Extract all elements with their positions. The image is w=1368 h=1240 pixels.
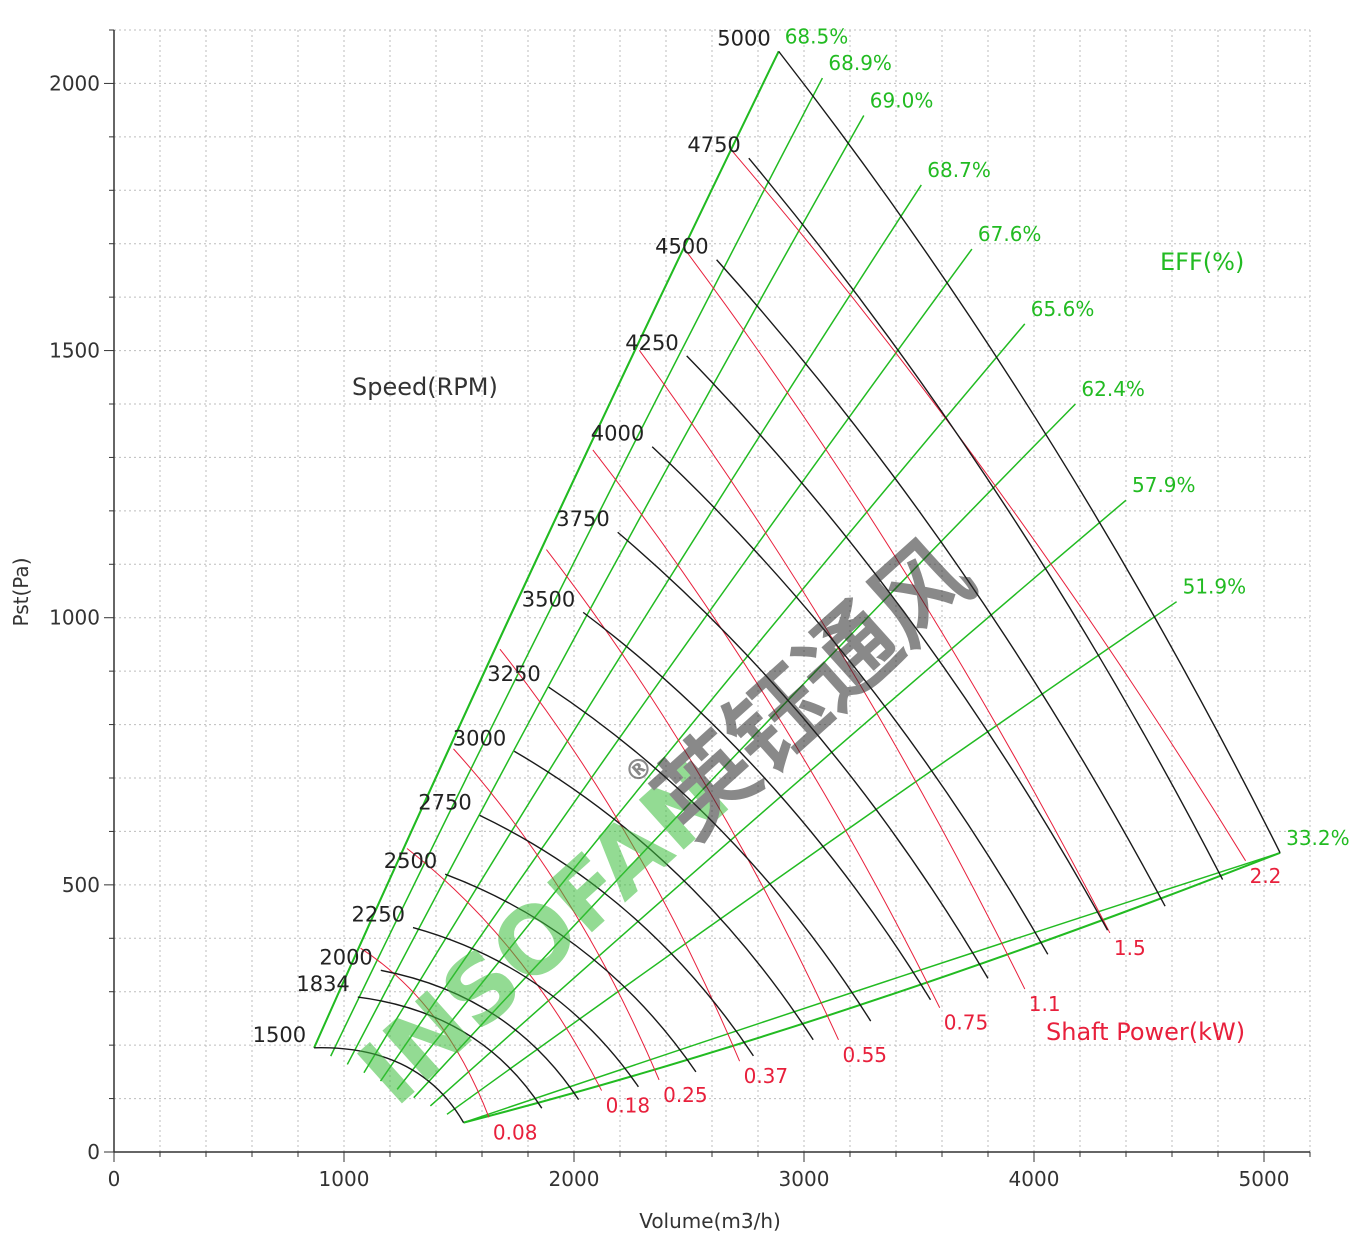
efficiency-line (313, 51, 780, 1049)
efficiency-line (346, 115, 865, 1065)
speed-curve (748, 157, 1224, 880)
y-tick-label: 2000 (49, 71, 100, 95)
power-curve (546, 549, 839, 1041)
axes: 0 1000 2000 3000 4000 5000 0 500 1000 1500 2000 (49, 29, 1311, 1191)
efficiency-label: 68.9% (828, 51, 892, 75)
speed-label: 1834 (296, 972, 349, 996)
speed-label: 3750 (556, 507, 609, 531)
efficiency-line (396, 323, 1026, 1090)
y-tick-label: 500 (62, 873, 100, 897)
power-label: 0.25 (663, 1083, 708, 1107)
bottom-boundary-line (463, 851, 1281, 1124)
speed-curve (778, 50, 1281, 854)
efficiency-label: 65.6% (1031, 297, 1095, 321)
efficiency-line (446, 601, 1178, 1115)
power-label: 0.55 (843, 1043, 888, 1067)
speed-curve (686, 355, 1109, 931)
x-tick-label: 3000 (779, 1167, 830, 1191)
speed-curve (548, 686, 872, 1022)
x-tick-label: 4000 (1009, 1167, 1060, 1191)
efficiency-line (330, 77, 824, 1057)
speed-label: 4750 (687, 133, 740, 157)
speed-label: 3500 (522, 587, 575, 611)
y-tick-label: 1500 (49, 339, 100, 363)
power-curve (685, 250, 1111, 934)
power-curves (360, 150, 1247, 1118)
curve-labels: 68.5% 68.9% 69.0% 68.7% 67.6% 65.6% 62.4% 57.9%… (253, 24, 1350, 1144)
speed-curves (314, 50, 1281, 1123)
efficiency-label: 33.2% (1286, 826, 1350, 850)
speed-label: 2000 (319, 945, 372, 969)
speed-curve (444, 873, 697, 1073)
efficiency-label: 62.4% (1081, 377, 1145, 401)
power-label: 0.18 (606, 1094, 651, 1118)
speed-curve (412, 926, 639, 1088)
speed-label: 4000 (591, 422, 644, 446)
efficiency-line (363, 184, 922, 1074)
speed-label: 5000 (717, 26, 770, 50)
speed-label: 3250 (487, 662, 540, 686)
x-axis-title: Volume(m3/h) (639, 1209, 781, 1233)
grid (114, 29, 1311, 1152)
speed-label: 2250 (352, 903, 405, 927)
speed-label: 3000 (453, 726, 506, 750)
power-curve (406, 848, 603, 1091)
efficiency-line (463, 852, 1281, 1124)
speed-label: 2500 (384, 849, 437, 873)
speed-curve (479, 814, 754, 1057)
efficiency-lines (313, 50, 1281, 1124)
speed-label: 4500 (655, 235, 708, 259)
power-curve (592, 449, 941, 1008)
power-label: 2.2 (1250, 864, 1282, 888)
efficiency-label: 68.5% (785, 24, 849, 48)
speed-label: 1500 (253, 1023, 306, 1047)
power-legend-label: Shaft Power(kW) (1046, 1018, 1245, 1046)
power-curve (731, 150, 1247, 862)
efficiency-label: 68.7% (927, 158, 991, 182)
speed-curve (357, 996, 543, 1109)
x-tick-label: 5000 (1239, 1167, 1290, 1191)
speed-curve (716, 259, 1166, 907)
y-axis-title: Pst(Pa) (9, 558, 33, 627)
x-tick-label: 2000 (549, 1167, 600, 1191)
speed-curve (314, 1047, 465, 1123)
power-curve (453, 748, 660, 1081)
efficiency-legend-label: EFF(%) (1160, 248, 1244, 276)
speed-curve (513, 750, 814, 1041)
speed-curve (617, 531, 989, 979)
efficiency-line (379, 248, 973, 1082)
power-curve (638, 350, 1026, 990)
efficiency-label: 67.6% (978, 222, 1042, 246)
speed-curve (651, 446, 1049, 955)
speed-legend-label: Speed(RPM) (352, 373, 498, 401)
x-tick-label: 0 (108, 1167, 121, 1191)
y-tick-label: 1000 (49, 606, 100, 630)
power-label: 0.37 (744, 1064, 789, 1088)
speed-label: 2750 (418, 790, 471, 814)
speed-label: 4250 (625, 331, 678, 355)
efficiency-label: 51.9% (1183, 575, 1247, 599)
y-tick-label: 0 (87, 1140, 100, 1164)
speed-curve (582, 611, 932, 1001)
power-label: 0.08 (493, 1120, 538, 1144)
efficiency-label: 57.9% (1132, 473, 1196, 497)
power-label: 0.75 (944, 1011, 989, 1035)
efficiency-label: 69.0% (870, 88, 934, 112)
x-tick-label: 1000 (319, 1167, 370, 1191)
watermark: INSOFAN 英钰通风 ® (339, 518, 994, 1125)
speed-curve (380, 969, 580, 1101)
power-label: 1.5 (1114, 936, 1146, 960)
efficiency-line (429, 499, 1127, 1107)
power-curve (499, 648, 741, 1062)
watermark-cn: 英钰通风 (633, 518, 993, 858)
power-label: 1.1 (1029, 992, 1061, 1016)
